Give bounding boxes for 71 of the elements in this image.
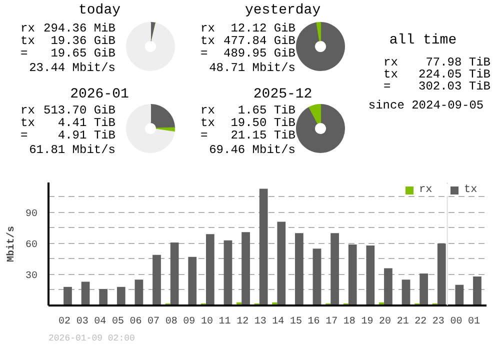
x-tick-label: 04: [94, 316, 106, 328]
x-tick-label: 17: [326, 316, 338, 328]
text: 2026-01-09 02:00: [48, 334, 135, 344]
text: tx: [200, 34, 215, 48]
text: 23.44 Mbit/s: [29, 61, 116, 75]
y-tick-label: 30: [26, 270, 38, 282]
chart-title: today: [78, 2, 121, 18]
legend-label: tx: [464, 184, 478, 196]
text: 302.03 TiB: [418, 80, 491, 94]
x-tick-label: 14: [272, 316, 284, 328]
x-tick-label: 05: [112, 316, 124, 328]
chart-title: 2026-01: [70, 86, 129, 102]
text: =: [20, 128, 28, 142]
text: 21.15 TiB: [230, 128, 296, 142]
x-tick-label: 18: [343, 316, 356, 328]
text: 513.70 GiB: [43, 104, 116, 118]
x-tick-label: 13: [254, 316, 266, 328]
legend-label: rx: [419, 184, 434, 196]
x-tick-label: 00: [450, 316, 462, 328]
x-tick-label: 03: [76, 316, 88, 328]
chart-title: 2025-12: [253, 86, 312, 102]
x-tick-label: 02: [58, 316, 71, 328]
x-tick-label: 16: [308, 316, 320, 328]
text: 77.98 TiB: [426, 56, 490, 70]
text: =: [200, 46, 208, 60]
x-tick-label: 15: [290, 316, 302, 328]
text: 477.84 GiB: [223, 34, 296, 48]
x-tick-label: 19: [361, 316, 374, 328]
text: 48.71 Mbit/s: [209, 61, 296, 75]
y-tick-label: 60: [26, 240, 38, 251]
x-tick-label: 10: [200, 316, 213, 328]
text: tx: [384, 68, 398, 82]
text: rx: [200, 22, 215, 36]
x-tick-label: 20: [379, 316, 392, 328]
text: rx: [200, 104, 215, 118]
chart-title: yesterday: [244, 2, 321, 18]
text: rx: [20, 104, 35, 118]
text: tx: [20, 116, 35, 130]
x-tick-label: 09: [183, 316, 196, 328]
text: 61.81 Mbit/s: [29, 143, 116, 157]
y-axis-title: Mbit/s: [6, 226, 18, 262]
text: 294.36 MiB: [43, 22, 116, 36]
text: 4.41 TiB: [58, 116, 116, 130]
y-tick-label: 90: [26, 208, 38, 220]
x-tick-label: 23: [432, 316, 444, 328]
x-tick-label: 12: [236, 316, 249, 328]
text: =: [20, 46, 28, 60]
x-tick-label: 01: [468, 316, 480, 328]
x-tick-label: 07: [148, 316, 160, 328]
text: 1.65 TiB: [238, 104, 296, 118]
text: 489.95 GiB: [223, 46, 296, 60]
text: 19.36 GiB: [50, 34, 116, 48]
text: all time: [389, 32, 457, 48]
x-tick-label: 08: [165, 316, 178, 328]
text: =: [200, 128, 208, 142]
text: 19.50 TiB: [230, 116, 296, 130]
text: rx: [384, 56, 398, 70]
x-tick-label: 22: [414, 316, 427, 328]
text: rx: [20, 22, 35, 36]
text: 69.46 Mbit/s: [209, 143, 296, 157]
text: 12.12 GiB: [230, 22, 296, 36]
x-tick-label: 11: [218, 316, 231, 328]
text: 19.65 GiB: [50, 46, 116, 60]
text: tx: [20, 34, 35, 48]
text: tx: [200, 116, 215, 130]
text: since 2024-09-05: [368, 98, 484, 112]
x-tick-label: 21: [396, 316, 409, 328]
text: =: [384, 80, 391, 94]
text: 224.05 TiB: [418, 68, 491, 82]
text: 4.91 TiB: [58, 128, 116, 142]
x-tick-label: 06: [130, 316, 142, 328]
